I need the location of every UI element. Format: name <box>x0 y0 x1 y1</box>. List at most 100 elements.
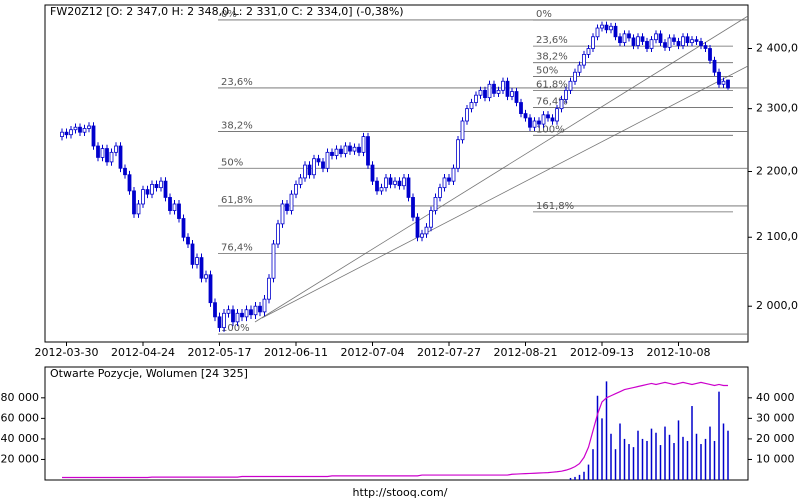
candle-body <box>388 177 393 185</box>
volume-bar <box>574 476 576 480</box>
candle-body <box>168 197 172 211</box>
candle-body <box>163 180 168 198</box>
volume-bar <box>596 395 599 480</box>
candle-body <box>276 223 280 245</box>
candle-body <box>172 203 177 211</box>
x-tick-label: 2012-09-13 <box>570 346 634 359</box>
y-tick-label: 20 000 <box>1 452 40 465</box>
y-tick-label: 2 100,0 <box>756 230 798 243</box>
volume-bar <box>713 440 716 480</box>
candle-body <box>357 146 361 153</box>
fib-label: 161,8% <box>536 201 574 212</box>
candle-body <box>334 148 339 156</box>
candle-body <box>339 148 343 155</box>
candle-body <box>496 89 501 94</box>
volume-bar <box>700 444 702 480</box>
candle-body <box>127 174 132 192</box>
volume-bar <box>646 440 648 480</box>
candle-body <box>375 180 379 192</box>
candle-body <box>555 108 559 122</box>
candle-body <box>298 177 303 185</box>
candle-body <box>204 274 208 279</box>
candle-body <box>505 80 510 97</box>
y-tick-label: 40 000 <box>1 432 40 445</box>
candle-body <box>456 139 460 169</box>
candle-body <box>465 108 469 122</box>
volume-bar <box>691 406 693 480</box>
volume-bar <box>619 423 621 480</box>
candle-body <box>424 226 429 235</box>
candle-body <box>307 164 312 176</box>
candle-body <box>195 257 199 265</box>
candle-body <box>312 158 316 176</box>
chart-title: FW20Z12 [O: 2 347,0 H: 2 348,0 L: 2 331,… <box>50 5 404 18</box>
candle-body <box>285 203 289 211</box>
candle-body <box>559 99 564 110</box>
candle-body <box>249 309 253 316</box>
candle-body <box>627 33 631 39</box>
candle-body <box>708 48 712 61</box>
candle-body <box>501 80 505 91</box>
candle-body <box>145 189 150 195</box>
candle-body <box>352 146 357 152</box>
y2-tick-label: 20 000 <box>756 432 795 445</box>
fib-label: 23,6% <box>536 35 568 46</box>
candle-body <box>190 243 195 265</box>
candle-body <box>150 183 154 195</box>
y-tick-label: 80 000 <box>1 391 40 404</box>
fib-label: 0% <box>221 9 237 20</box>
candle-body <box>361 136 366 153</box>
candle-body <box>294 183 298 195</box>
candle-body <box>717 71 721 85</box>
candle-body <box>523 113 528 119</box>
fib-label: 100% <box>536 124 565 135</box>
x-tick-label: 2012-07-27 <box>417 346 481 359</box>
volume-bar <box>610 433 612 480</box>
candle-body <box>721 80 726 85</box>
volume-bar <box>686 440 689 480</box>
candle-body <box>595 27 600 38</box>
candle-body <box>694 39 699 42</box>
candle-body <box>532 120 537 128</box>
candle-body <box>159 180 163 189</box>
volume-bar <box>677 420 680 480</box>
volume-bar <box>695 433 698 480</box>
x-tick-label: 2012-04-24 <box>111 346 175 359</box>
candle-body <box>541 114 546 125</box>
candle-body <box>447 177 451 182</box>
fib-label: 50% <box>221 157 243 168</box>
volume-title: Otwarte Pozycje, Wolumen [24 325] <box>50 367 248 380</box>
candle-body <box>402 177 406 187</box>
y-tick-label: 2 200,0 <box>756 164 798 177</box>
fib-label: 0% <box>536 9 552 20</box>
volume-bar <box>605 381 608 480</box>
candle-body <box>316 158 321 163</box>
candle-body <box>96 145 100 158</box>
candle-body <box>510 91 514 97</box>
candle-body <box>726 79 730 89</box>
candle-body <box>420 233 424 238</box>
candle-body <box>550 117 555 122</box>
volume-bar <box>578 474 581 480</box>
candle-body <box>231 309 235 323</box>
candle-body <box>213 302 217 318</box>
candle-body <box>208 274 213 304</box>
candle-body <box>573 71 577 82</box>
candle-body <box>429 210 433 228</box>
candle-body <box>348 145 352 152</box>
volume-bar <box>592 449 594 480</box>
candle-body <box>568 80 573 91</box>
candle-body <box>487 83 492 99</box>
candle-body <box>483 89 487 99</box>
candle-body <box>474 94 478 103</box>
candle-body <box>514 91 519 103</box>
candle-body <box>289 193 294 211</box>
fib-label: 23,6% <box>221 77 253 88</box>
candle-body <box>442 177 447 189</box>
candle-body <box>384 177 388 189</box>
candle-body <box>640 36 645 42</box>
volume-bar <box>641 438 644 480</box>
candle-body <box>109 151 114 163</box>
candle-body <box>654 33 658 41</box>
volume-bar <box>628 444 630 480</box>
